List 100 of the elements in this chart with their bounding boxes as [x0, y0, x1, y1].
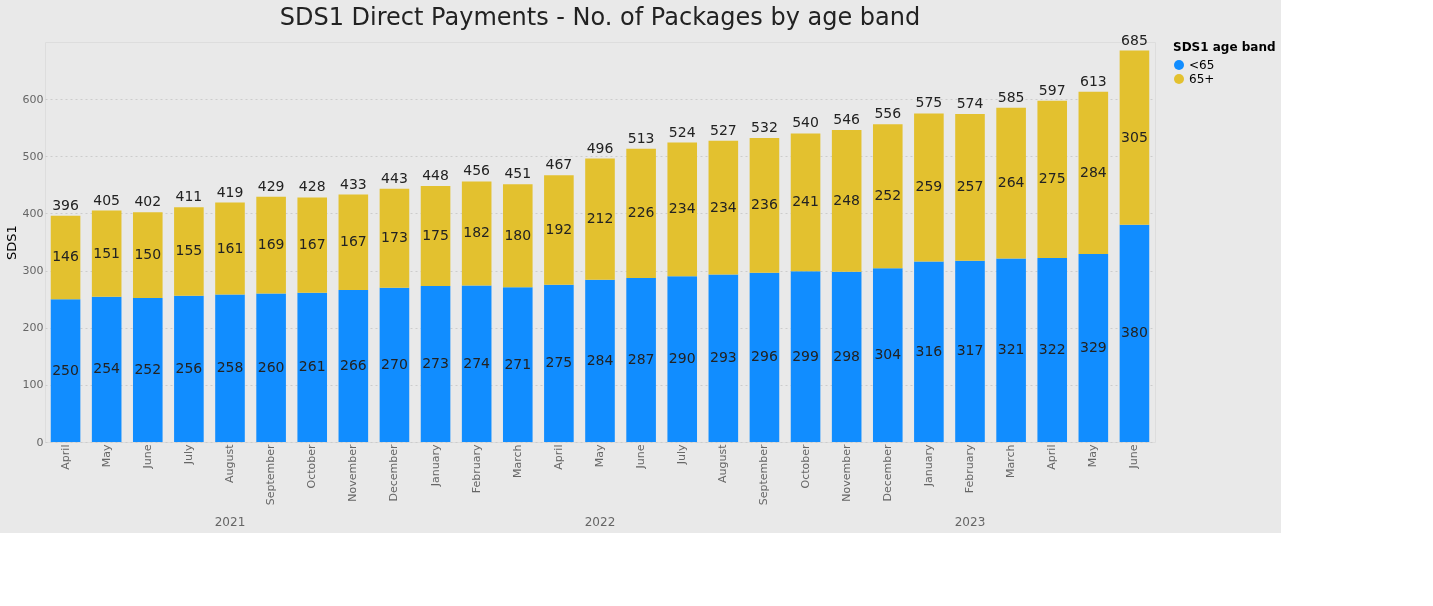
x-tick-label: November	[346, 444, 360, 502]
data-label: 234	[709, 198, 737, 215]
data-label: 293	[709, 349, 737, 366]
total-label: 524	[668, 123, 696, 140]
data-label: 298	[833, 347, 861, 364]
data-label: 329	[1079, 339, 1107, 355]
x-tick-label: May	[593, 444, 606, 468]
total-label: 443	[381, 169, 408, 186]
bar	[1037, 100, 1068, 258]
x-tick-label: September	[757, 444, 771, 506]
data-label: 250	[52, 361, 79, 378]
bar	[379, 287, 410, 442]
x-tick-label: April	[551, 444, 565, 470]
data-label: 146	[52, 248, 79, 265]
x-tick-label: January	[428, 444, 442, 488]
y-tick-label: 300	[22, 264, 44, 278]
data-label: 274	[463, 354, 491, 371]
data-label: 257	[956, 178, 984, 195]
data-label: 175	[422, 227, 449, 243]
data-label: 259	[915, 178, 943, 195]
total-label: 496	[586, 139, 614, 156]
bar	[215, 202, 245, 295]
data-label: 321	[997, 341, 1025, 358]
text: 2022	[584, 515, 616, 529]
data-label: 167	[339, 233, 367, 250]
bar	[1078, 91, 1109, 254]
data-label: 264	[997, 174, 1025, 191]
total-label: 396	[52, 196, 79, 213]
data-label: 234	[668, 200, 696, 217]
total-label: 448	[422, 167, 449, 183]
bar	[544, 175, 574, 285]
x-tick-label: July	[181, 444, 195, 466]
data-label: 296	[751, 348, 778, 365]
bar	[749, 138, 780, 273]
total-label: 574	[956, 95, 984, 111]
total-label: 451	[504, 165, 532, 182]
bar	[297, 197, 328, 293]
data-label: 322	[1038, 341, 1066, 357]
bar	[132, 298, 163, 442]
total-label: 467	[545, 156, 573, 173]
bar	[585, 158, 615, 280]
data-label: 304	[874, 346, 902, 363]
data-label: 380	[1121, 324, 1148, 341]
y-tick-label: 400	[22, 206, 44, 220]
bar	[914, 113, 944, 262]
bar	[790, 271, 821, 442]
data-label: 316	[915, 342, 943, 359]
data-label: 275	[1038, 170, 1066, 187]
total-label: 546	[833, 111, 861, 127]
x-tick-label: March	[510, 444, 524, 479]
bar	[91, 210, 122, 297]
bar	[1037, 258, 1068, 442]
x-tick-label: August	[223, 443, 236, 483]
bar	[461, 181, 492, 286]
bar	[585, 279, 615, 442]
x-tick-label: July	[675, 444, 689, 466]
y-tick-label: 200	[22, 321, 44, 335]
data-label: 252	[874, 187, 902, 204]
text: 2021	[214, 515, 246, 529]
bar	[379, 188, 410, 288]
total-label: 575	[915, 94, 943, 111]
bar	[1119, 224, 1150, 442]
data-label: 317	[956, 342, 984, 359]
y-tick-label: 600	[22, 92, 44, 106]
total-label: 433	[339, 175, 367, 192]
x-tick-label: May	[1086, 444, 1100, 468]
total-label: 685	[1121, 31, 1148, 48]
total-label: 613	[1079, 72, 1107, 89]
data-label: 180	[504, 226, 532, 243]
x-tick-label: December	[880, 444, 894, 502]
bar	[91, 296, 122, 442]
bar	[1119, 50, 1150, 225]
bar	[256, 196, 286, 294]
x-tick-label: June	[140, 444, 154, 470]
data-label: 284	[1079, 163, 1107, 180]
total-label: 456	[463, 162, 491, 179]
data-label: 226	[627, 204, 655, 221]
data-label: 290	[668, 350, 696, 367]
data-label: 266	[339, 357, 367, 373]
bar	[667, 276, 698, 442]
y-tick-label: 100	[22, 378, 44, 392]
data-label: 273	[422, 355, 449, 371]
data-label: 252	[134, 361, 162, 377]
data-label: 151	[93, 244, 121, 261]
total-label: 402	[134, 193, 162, 210]
bar	[626, 148, 656, 278]
data-label: 270	[381, 355, 408, 372]
x-tick-label: September	[264, 444, 278, 506]
legend-label: <65	[1189, 58, 1215, 72]
data-label: 271	[504, 355, 532, 372]
bar	[215, 294, 245, 442]
data-label: 236	[751, 196, 778, 213]
bar	[831, 271, 862, 442]
data-label: 182	[463, 224, 491, 241]
bar	[626, 278, 656, 442]
bar	[174, 207, 204, 296]
data-label: 260	[257, 358, 285, 375]
data-label: 284	[586, 351, 614, 368]
bar	[708, 274, 739, 442]
data-label: 287	[627, 351, 655, 367]
